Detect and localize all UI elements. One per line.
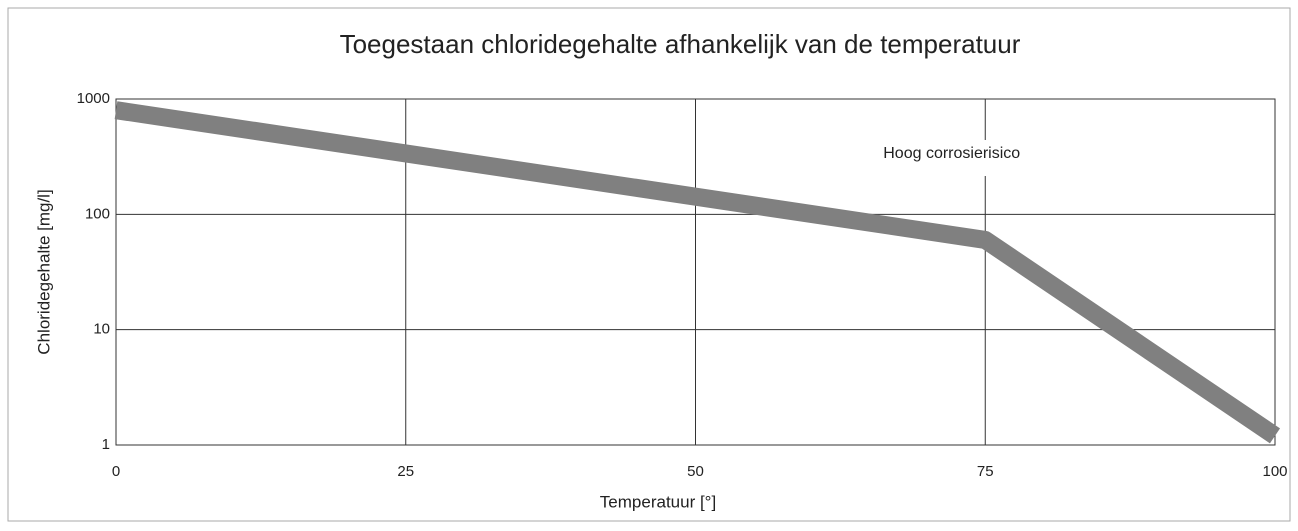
y-tick-label: 1 [102, 436, 110, 453]
x-tick-label: 50 [687, 463, 704, 480]
chart-title: Toegestaan chloridegehalte afhankelijk v… [340, 29, 1021, 59]
annotation: Hoog corrosierisico [883, 145, 1020, 162]
x-tick-label: 0 [112, 463, 120, 480]
y-tick-label: 100 [85, 205, 110, 222]
x-tick-label: 75 [977, 463, 994, 480]
plot: 1 10 100 1000 0 25 50 75 100 Hoog corrosierisico [77, 90, 1288, 480]
y-tick-label: 1000 [77, 90, 110, 107]
x-tick-label: 25 [397, 463, 414, 480]
annotation-bg [875, 140, 1116, 176]
y-axis-label: Chloridegehalte [mg/l] [34, 189, 53, 354]
x-axis-label: Temperatuur [°] [600, 492, 716, 511]
line [114, 101, 1281, 444]
y-tick-label: 10 [93, 321, 110, 338]
x-tick-label: 100 [1262, 463, 1287, 480]
frame [7, 7, 1291, 522]
